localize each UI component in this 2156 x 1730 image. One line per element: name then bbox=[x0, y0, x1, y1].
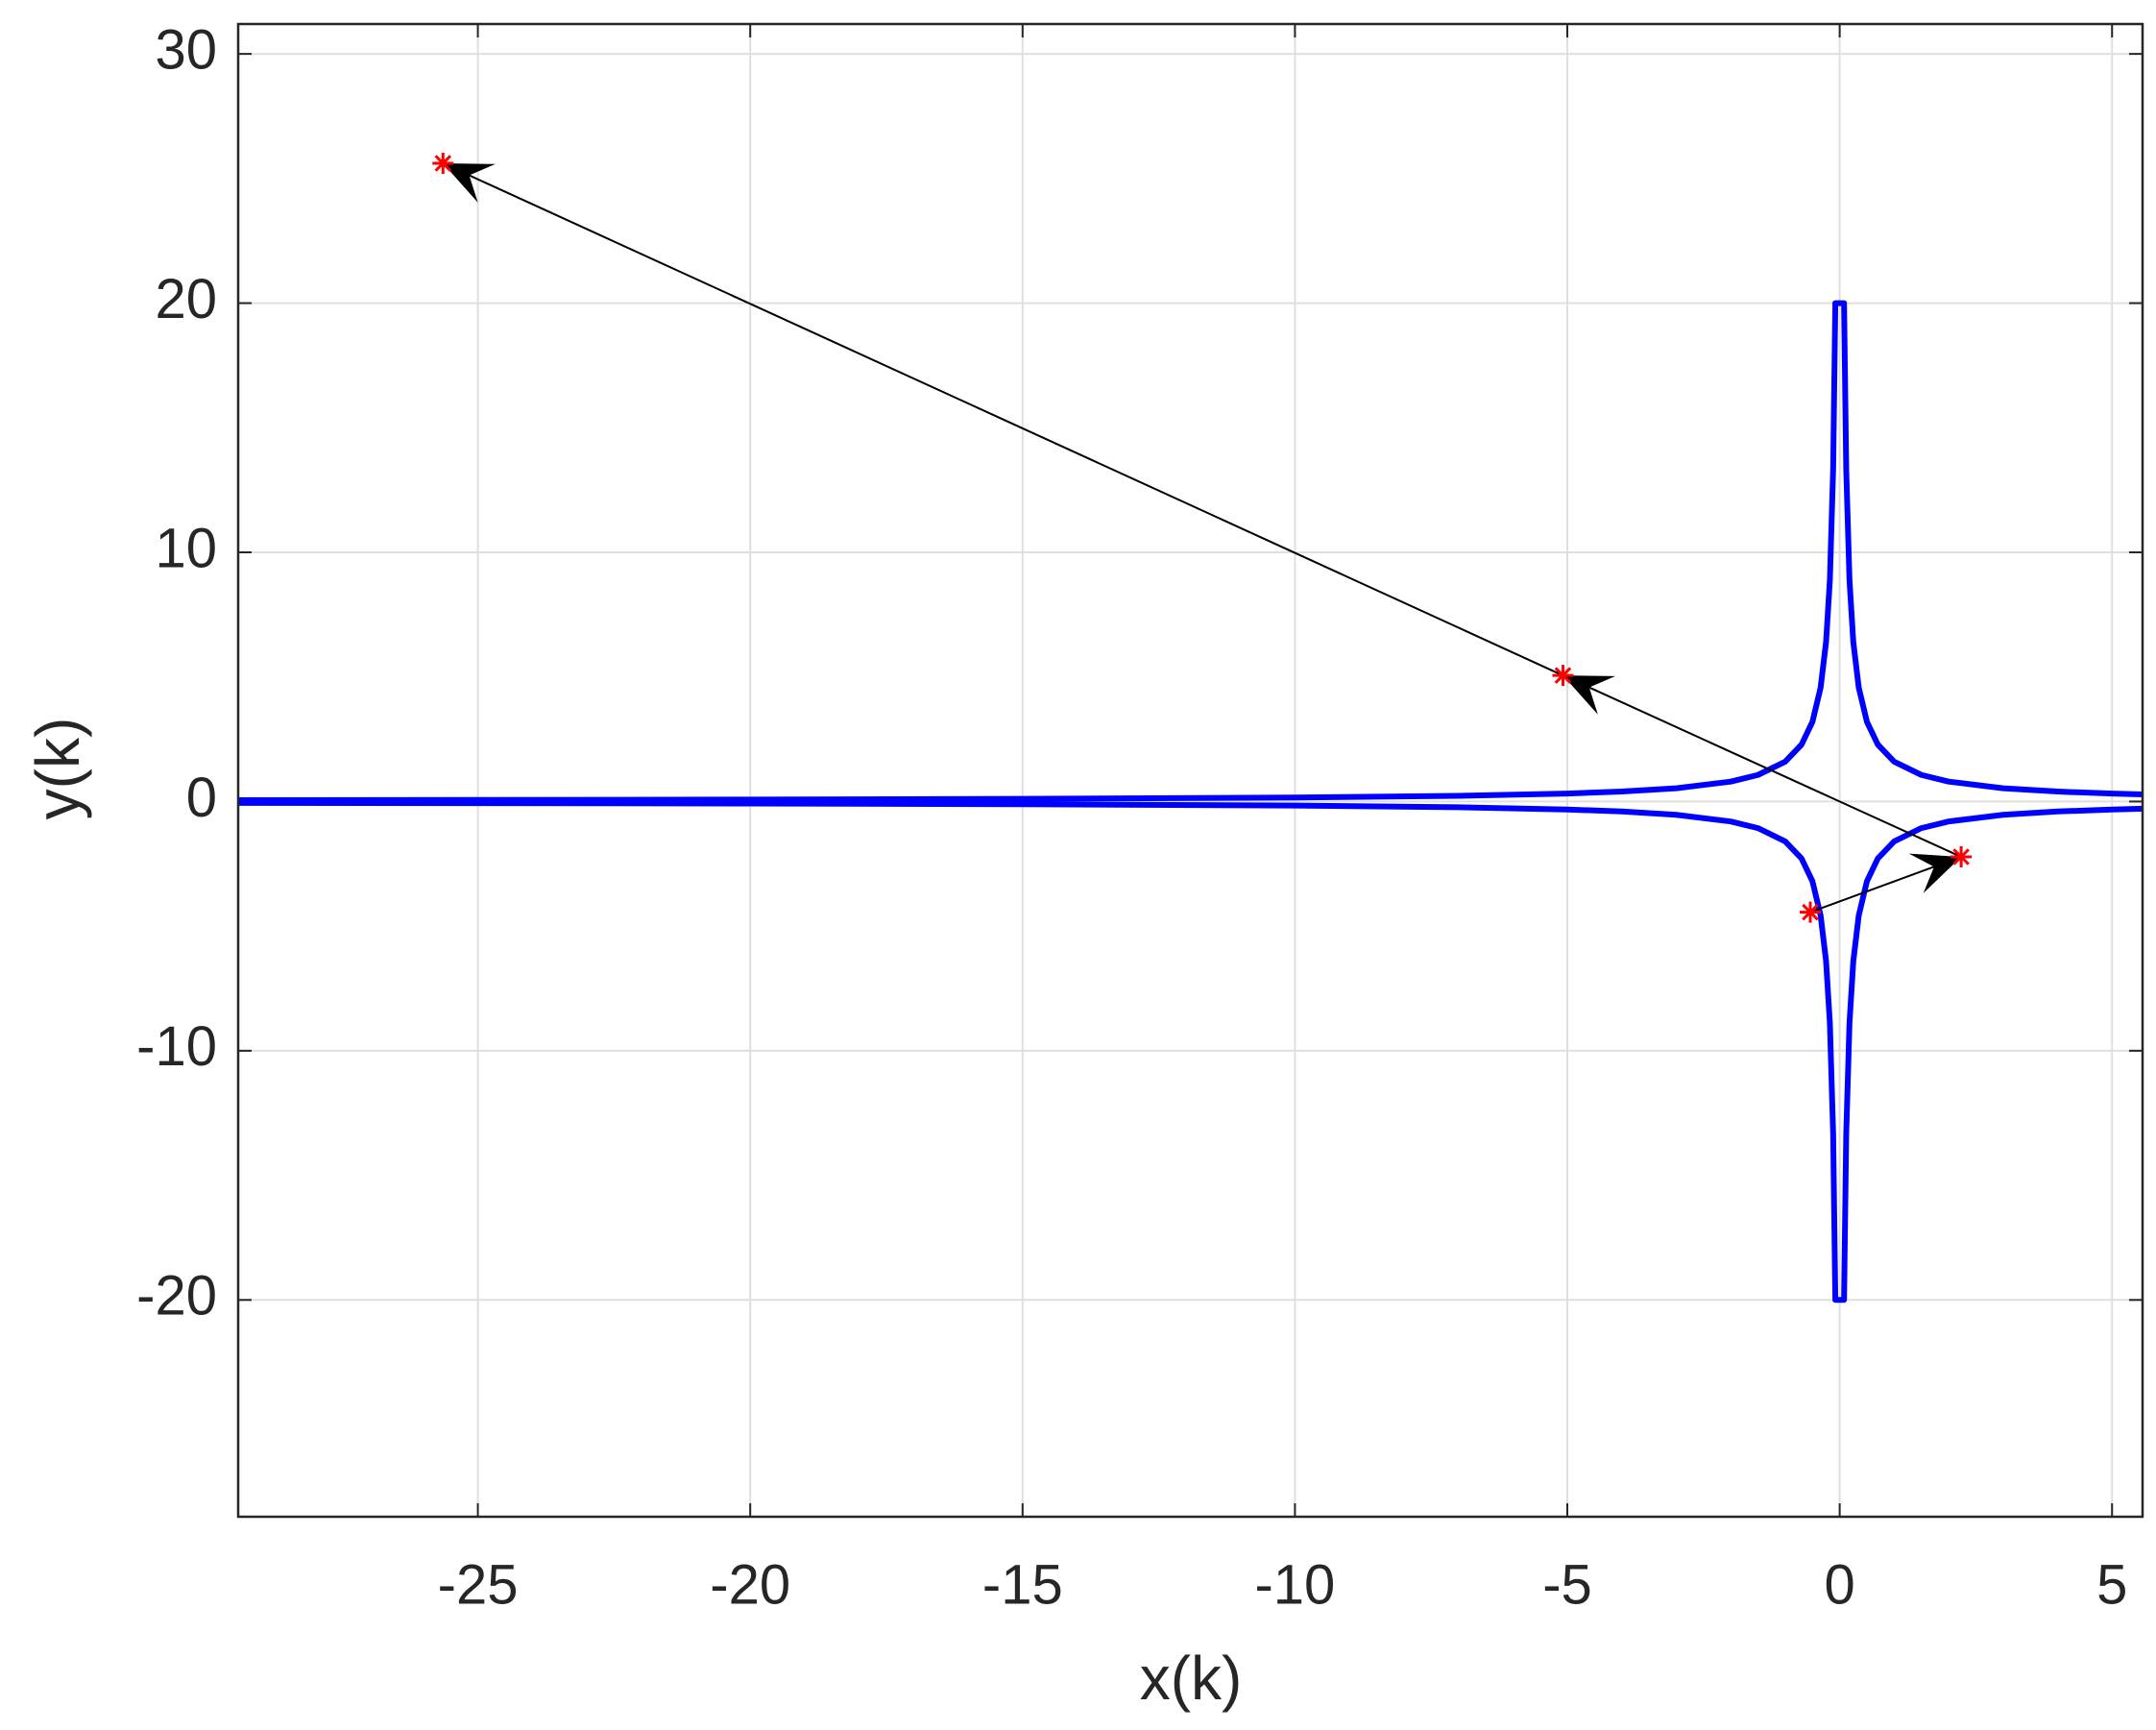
point-marker bbox=[1950, 846, 1973, 868]
x-tick-label: -5 bbox=[1542, 1553, 1592, 1616]
arrow-head bbox=[1908, 853, 1962, 893]
arrow-head bbox=[443, 163, 496, 203]
x-tick-label: -10 bbox=[1254, 1553, 1335, 1616]
x-axis-label: x(k) bbox=[1140, 1644, 1243, 1713]
arrow bbox=[1809, 853, 1962, 914]
x-tick-label: 0 bbox=[1824, 1553, 1854, 1616]
arrow bbox=[442, 162, 1563, 677]
point-marker bbox=[1552, 665, 1574, 687]
curve bbox=[237, 300, 2144, 804]
x-tick-label: -15 bbox=[982, 1553, 1063, 1616]
x-tick-label: -20 bbox=[710, 1553, 790, 1616]
y-tick-label: 30 bbox=[155, 18, 217, 81]
y-tick-label: -20 bbox=[136, 1265, 217, 1328]
point-marker bbox=[432, 153, 454, 175]
y-tick-label: 20 bbox=[155, 268, 217, 330]
x-tick-label: -25 bbox=[438, 1553, 519, 1616]
arrow bbox=[1562, 674, 1962, 858]
point-marker bbox=[1800, 901, 1821, 923]
arrow-shaft bbox=[1562, 674, 1962, 858]
y-tick-label: -10 bbox=[136, 1015, 217, 1078]
y-tick-label: 10 bbox=[155, 517, 217, 579]
y-tick-label: 0 bbox=[186, 767, 217, 829]
y-axis-label: y(k) bbox=[23, 718, 92, 820]
x-tick-label: 5 bbox=[2096, 1553, 2127, 1616]
arrow-head bbox=[1562, 675, 1616, 715]
arrow-shaft bbox=[442, 162, 1563, 677]
axes-box bbox=[236, 22, 2144, 1519]
curve bbox=[237, 799, 2144, 1304]
